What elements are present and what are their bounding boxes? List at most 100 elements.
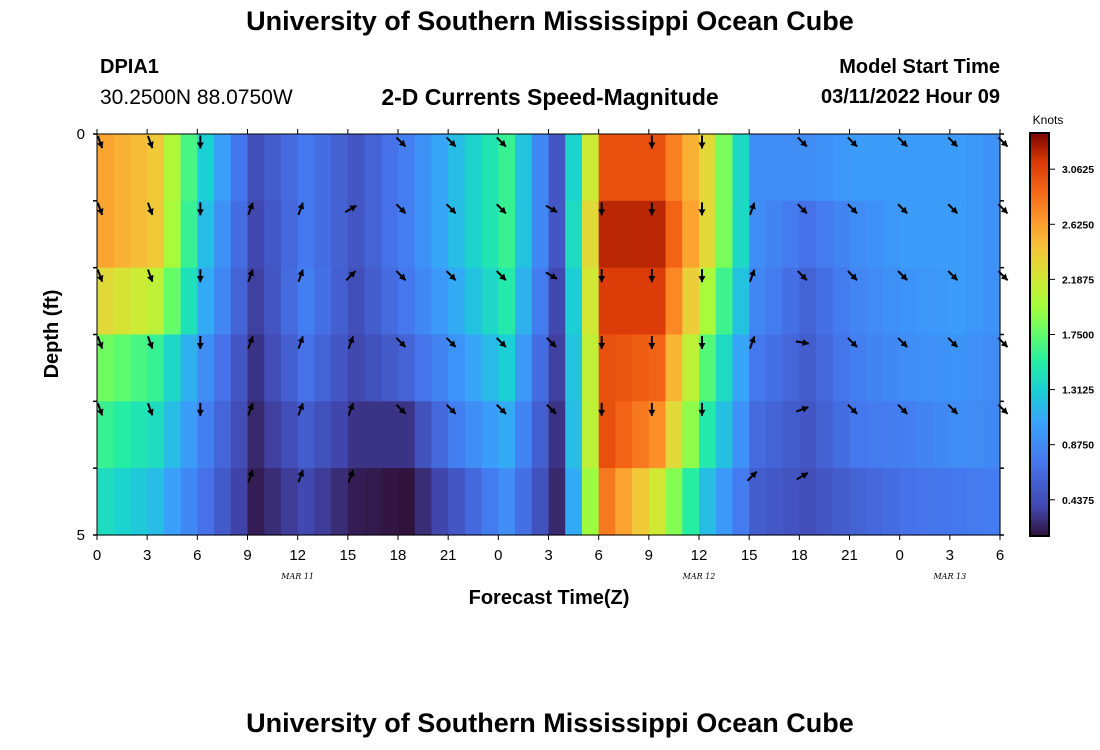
heatmap-cell <box>832 401 851 469</box>
heatmap-cell <box>280 134 299 202</box>
current-arrow-head <box>648 142 656 149</box>
current-arrow-head <box>800 206 807 214</box>
current-arrow <box>545 204 558 213</box>
heatmap-cell <box>464 334 483 402</box>
current-arrow <box>947 136 959 148</box>
heatmap-cell <box>983 267 1001 336</box>
current-arrow-head <box>247 403 254 411</box>
heatmap-cell <box>615 134 633 202</box>
current-arrow <box>147 336 154 349</box>
heatmap-cell <box>431 267 449 336</box>
heatmap-cell <box>632 468 650 536</box>
heatmap-cell <box>699 134 717 202</box>
heatmap-cell <box>247 267 265 336</box>
heatmap-cell <box>665 134 683 202</box>
heatmap-cell <box>180 468 198 536</box>
colorbar-tick-label: 3.0625 <box>1062 164 1094 176</box>
heatmap-cell <box>398 267 416 336</box>
heatmap-cell <box>983 401 1001 469</box>
heatmap-cell <box>715 468 734 536</box>
current-arrow <box>546 337 557 348</box>
heatmap-cell <box>481 200 499 269</box>
current-arrow-head <box>698 142 706 149</box>
current-arrow-head <box>750 471 757 479</box>
heatmap-cell <box>866 401 884 469</box>
colorbar-tick-label: 0.8750 <box>1062 440 1094 452</box>
current-arrow <box>598 269 606 283</box>
current-arrow-head <box>499 206 506 214</box>
current-arrow <box>947 270 959 281</box>
heatmap-cell <box>280 334 299 402</box>
current-arrow <box>196 402 204 416</box>
current-arrow <box>196 202 204 216</box>
current-arrow <box>347 469 355 483</box>
heatmap-cell <box>648 468 667 536</box>
current-arrow <box>347 402 355 416</box>
heatmap-cell <box>598 401 616 469</box>
colorbar-tick-label: 2.6250 <box>1062 219 1094 231</box>
heatmap-cell <box>264 200 282 269</box>
heatmap-cell <box>832 334 851 402</box>
heatmap-cell <box>632 200 650 269</box>
heatmap-cell <box>381 134 399 202</box>
current-arrow <box>749 269 756 283</box>
heatmap-cell <box>732 468 750 536</box>
heatmap-cell <box>565 401 583 469</box>
currents-chart: 0 3 6 9 12 15 18 21 0 3 6 9 12 15 18 21 0 3 6 MAR 11 MAR 12 M… <box>41 113 1094 609</box>
heatmap-cell <box>916 267 934 336</box>
heatmap-cell <box>648 134 667 202</box>
current-arrow <box>749 202 756 216</box>
heatmap-cell <box>147 334 165 402</box>
heatmap-cell <box>130 267 148 336</box>
current-arrow <box>247 469 254 483</box>
current-arrow <box>648 269 656 283</box>
current-arrow <box>196 135 204 149</box>
heatmap-cell <box>364 401 382 469</box>
heatmap-cell <box>297 200 315 269</box>
heatmap-cell <box>866 200 884 269</box>
current-arrow <box>797 203 808 215</box>
heatmap-cell <box>565 468 583 536</box>
heatmap-cell <box>331 200 349 269</box>
heatmap-cell <box>899 468 917 536</box>
heatmap-cell <box>297 401 315 469</box>
heatmap-cell <box>765 468 784 536</box>
heatmap-cell <box>531 401 550 469</box>
heatmap-cell <box>431 200 449 269</box>
current-arrow-head <box>1000 206 1008 214</box>
date-label: MAR 11 <box>280 572 314 581</box>
x-tick-label: 12 <box>289 547 306 564</box>
current-arrow <box>496 270 507 281</box>
x-tick-label: 18 <box>791 547 808 564</box>
heatmap-cell <box>180 134 198 202</box>
current-arrow <box>395 203 407 215</box>
heatmap-cell <box>297 334 315 402</box>
heatmap-cell <box>732 200 750 269</box>
heatmap-cell <box>515 134 533 202</box>
current-arrow-head <box>950 273 958 281</box>
current-arrow-head <box>598 409 606 416</box>
heatmap-cell <box>832 134 851 202</box>
heatmap-cell <box>247 200 265 269</box>
heatmap-cell <box>782 134 800 202</box>
current-arrow-head <box>147 341 154 349</box>
current-arrow-head <box>96 408 104 416</box>
heatmap-cell <box>113 401 132 469</box>
heatmap-cell <box>966 200 984 269</box>
current-arrow-head <box>900 139 908 147</box>
current-arrow-head <box>297 202 305 210</box>
heatmap-cell <box>364 267 382 336</box>
heatmap-cell <box>431 401 449 469</box>
heatmap-cell <box>565 200 583 269</box>
current-arrow-head <box>196 343 204 349</box>
heatmap-cell <box>949 267 968 336</box>
heatmap-cell <box>113 267 132 336</box>
heatmap-cell <box>933 401 951 469</box>
current-arrow-head <box>950 206 958 214</box>
current-arrow <box>96 402 104 416</box>
current-arrow-head <box>900 206 908 214</box>
heatmap-cell <box>782 267 800 336</box>
heatmap-cell <box>97 401 115 469</box>
heatmap-cell <box>732 267 750 336</box>
heatmap-cell <box>381 334 399 402</box>
